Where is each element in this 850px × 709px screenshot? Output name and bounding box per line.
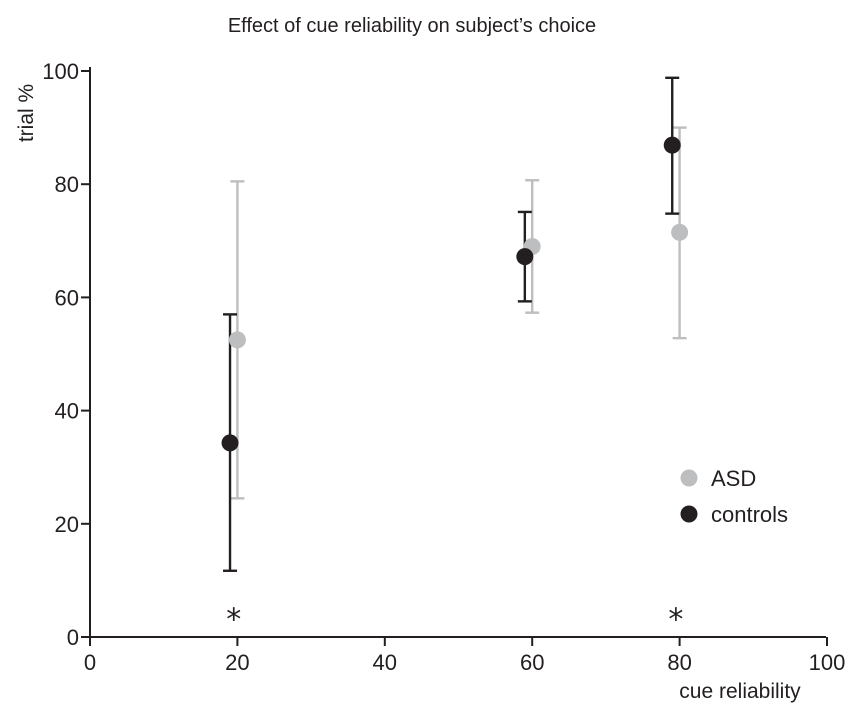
- legend-label-ASD: ASD: [711, 466, 756, 491]
- y-tick-label: 100: [42, 59, 79, 84]
- legend-marker-controls: [680, 505, 698, 523]
- y-axis-label: trial %: [15, 84, 38, 142]
- y-tick-label: 20: [55, 512, 79, 537]
- x-tick-label: 80: [667, 650, 691, 675]
- x-tick-label: 100: [809, 650, 846, 675]
- y-tick-label: 60: [55, 285, 79, 310]
- error-bars: [223, 76, 687, 572]
- x-tick-label: 60: [520, 650, 544, 675]
- y-tick-label: 80: [55, 172, 79, 197]
- axis-ticks: 0 20 40 60 80 100 0 20 40 60 80 100: [42, 59, 845, 675]
- y-tick-label: 40: [55, 399, 79, 424]
- legend-label-controls: controls: [711, 502, 788, 527]
- point-controls: [516, 248, 534, 266]
- data-points: [221, 136, 689, 452]
- x-tick-label: 20: [225, 650, 249, 675]
- x-tick-label: 40: [373, 650, 397, 675]
- significance-star: *: [668, 603, 683, 638]
- y-tick-label: 0: [67, 625, 79, 650]
- point-ASD: [228, 331, 246, 349]
- point-ASD: [671, 223, 689, 241]
- chart-title: Effect of cue reliability on subject’s c…: [228, 15, 596, 37]
- point-controls: [221, 434, 239, 452]
- legend: ASD controls: [680, 466, 788, 527]
- significance-annotations: * *: [226, 603, 683, 638]
- point-controls: [663, 136, 681, 154]
- x-tick-label: 0: [84, 650, 96, 675]
- legend-marker-ASD: [680, 469, 698, 487]
- x-axis-label: cue reliability: [679, 680, 801, 703]
- significance-star: *: [226, 603, 241, 638]
